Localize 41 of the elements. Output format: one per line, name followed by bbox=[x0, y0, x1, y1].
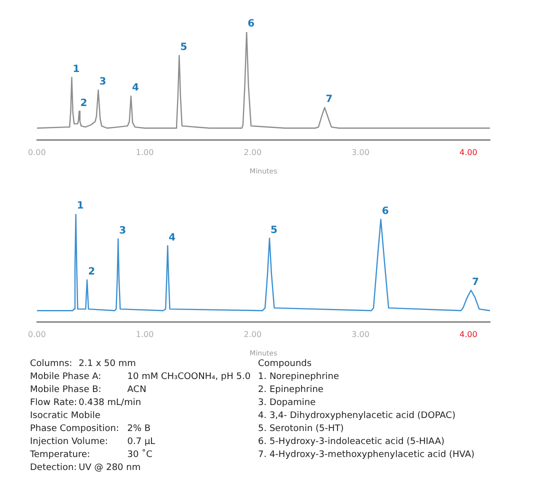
x-tick-label: 4.00 bbox=[460, 330, 478, 339]
annotation: 6 bbox=[248, 18, 255, 30]
x-tick-label: 0.00 bbox=[28, 330, 46, 339]
annotation: 2 bbox=[88, 266, 96, 278]
x-tick-label: 4.00 bbox=[460, 148, 478, 157]
text: Detection: UV @ 280 nm bbox=[30, 462, 142, 475]
x-tick-label: 2.00 bbox=[244, 148, 262, 157]
x-tick-label: 1.00 bbox=[136, 330, 154, 339]
annotation: 2 bbox=[80, 98, 88, 109]
text: 5. Serotonin (5-HT) bbox=[258, 423, 345, 436]
annotation: 5 bbox=[270, 224, 278, 236]
x-tick-label: 3.00 bbox=[352, 148, 370, 157]
x-tick-label: 1.00 bbox=[136, 148, 154, 157]
annotation: 4 bbox=[132, 82, 139, 94]
annotation: 3 bbox=[99, 76, 106, 88]
text: 7. 4-Hydroxy-3-methoxyphenylacetic acid (HVA) bbox=[258, 449, 474, 462]
text: 2. Epinephrine bbox=[258, 384, 324, 397]
text: Isocratic Mobile bbox=[30, 410, 102, 423]
annotation: 5 bbox=[180, 42, 188, 54]
annotation: 6 bbox=[382, 206, 389, 217]
annotation: 1 bbox=[76, 200, 84, 212]
annotation: 4 bbox=[168, 232, 176, 244]
text: Flow Rate: 0.438 mL/min bbox=[30, 397, 142, 410]
x-tick-label: 3.00 bbox=[352, 330, 370, 339]
x-tick-label: 2.00 bbox=[244, 330, 262, 339]
text: 4. 3,4- Dihydroxyphenylacetic acid (DOPAC) bbox=[258, 410, 456, 423]
text: Temperature: 30 ˚C bbox=[30, 449, 154, 462]
text: 1. Norepinephrine bbox=[258, 371, 340, 384]
annotation: 3 bbox=[119, 225, 126, 236]
text: Phase Composition: 2% B bbox=[30, 423, 152, 436]
text: Compounds bbox=[258, 358, 313, 371]
x-tick-label: 0.00 bbox=[28, 148, 46, 157]
text: 3. Dopamine bbox=[258, 397, 317, 410]
text: Mobile Phase B: ACN bbox=[30, 384, 148, 397]
annotation: 7 bbox=[326, 94, 333, 106]
annotation: 7 bbox=[472, 276, 480, 288]
text: Columns: 2.1 x 50 mm bbox=[30, 358, 137, 371]
text: Mobile Phase A: 10 mM CH₃COONH₄, pH 5.0 bbox=[30, 371, 251, 384]
text: 6. 5-Hydroxy-3-indoleacetic acid (5-HIAA) bbox=[258, 436, 446, 449]
text: Injection Volume: 0.7 µL bbox=[30, 436, 156, 449]
annotation: 1 bbox=[72, 64, 80, 75]
